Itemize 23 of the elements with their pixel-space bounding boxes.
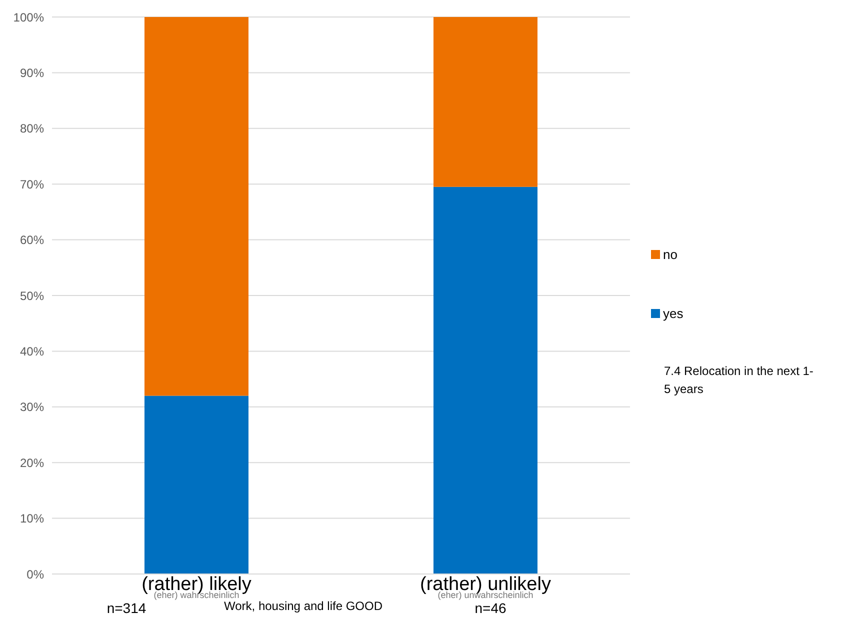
x-axis-title: Work, housing and life GOOD (224, 599, 383, 613)
bar (433, 186, 538, 574)
legend-label: no (662, 246, 678, 264)
y-tick-label: 30% (20, 400, 44, 414)
y-tick-label: 90% (20, 66, 44, 80)
text: n=46 (474, 600, 506, 616)
y-tick-label: 80% (20, 122, 44, 136)
y-tick-label: 50% (20, 288, 44, 303)
legend-title: 7.4 Relocation in the next 1-5 years (664, 363, 814, 398)
legend-label: yes (662, 304, 684, 323)
y-tick-label: 40% (20, 344, 44, 358)
y-tick-label: 0% (26, 567, 44, 582)
text: n=314 (106, 600, 146, 616)
y-tick-label: 10% (20, 512, 44, 526)
text: (eher) wahrscheinlich (154, 590, 240, 600)
bar (433, 17, 538, 187)
y-tick-label: 100% (13, 10, 44, 24)
y-tick-label: 60% (20, 233, 44, 248)
y-tick-label: 20% (20, 456, 44, 470)
bar (144, 17, 248, 396)
bar (144, 396, 248, 574)
text: (eher) unwahrscheinlich (438, 590, 534, 600)
y-tick-label: 70% (20, 177, 44, 192)
